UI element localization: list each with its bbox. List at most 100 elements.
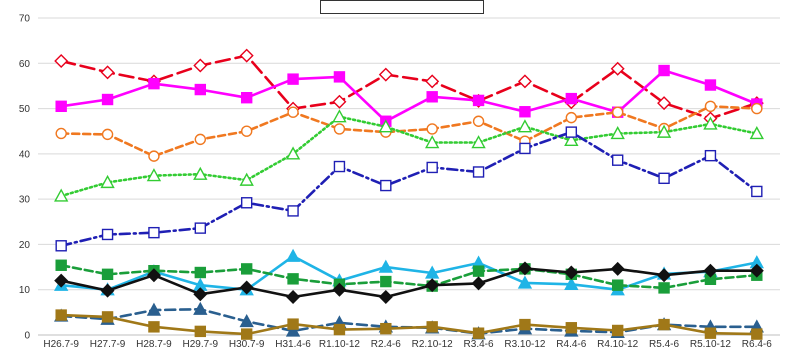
data-point <box>56 101 66 111</box>
data-point <box>242 93 252 103</box>
x-tick-label: H31.4-6 <box>275 339 311 350</box>
data-point <box>659 66 669 76</box>
x-tick-label: R5.10-12 <box>690 339 732 350</box>
x-tick-label: H26.7-9 <box>43 339 79 350</box>
x-tick-label: R3.4-6 <box>464 339 494 350</box>
data-point <box>613 155 623 165</box>
data-point <box>103 95 113 105</box>
x-tick-label: R4.10-12 <box>597 339 639 350</box>
data-point <box>195 223 205 233</box>
data-point <box>659 173 669 183</box>
data-point <box>566 127 576 137</box>
series-line <box>61 117 757 196</box>
data-point <box>102 66 114 78</box>
data-point <box>287 291 299 303</box>
data-point <box>519 75 531 87</box>
y-tick-label: 60 <box>19 59 31 70</box>
data-point <box>56 241 66 251</box>
data-point <box>613 325 623 335</box>
y-tick-label: 20 <box>19 240 31 251</box>
data-point <box>705 101 715 111</box>
data-point <box>380 69 392 81</box>
data-point <box>752 329 762 339</box>
data-point <box>333 96 345 108</box>
data-point <box>241 50 253 62</box>
x-tick-label: R6.4-6 <box>742 339 772 350</box>
data-point <box>334 72 344 82</box>
data-point <box>659 320 669 330</box>
data-point <box>149 228 159 238</box>
y-tick-label: 10 <box>19 285 31 296</box>
data-point <box>103 129 113 139</box>
data-point <box>287 250 299 261</box>
data-point <box>427 124 437 134</box>
data-point <box>474 95 484 105</box>
data-point <box>752 186 762 196</box>
data-point <box>427 92 437 102</box>
data-point <box>194 60 206 72</box>
x-tick-label: R4.4-6 <box>556 339 586 350</box>
data-point <box>474 266 484 276</box>
data-point <box>705 328 715 338</box>
x-tick-label: H28.7-9 <box>136 339 172 350</box>
data-point <box>103 312 113 322</box>
data-point <box>705 151 715 161</box>
data-point <box>149 79 159 89</box>
y-tick-label: 40 <box>19 149 31 160</box>
data-point <box>242 329 252 339</box>
data-point <box>613 280 623 290</box>
data-point <box>242 264 252 274</box>
y-tick-label: 50 <box>19 104 31 115</box>
series-5 <box>56 127 762 251</box>
data-point <box>288 274 298 284</box>
series-layer <box>55 50 763 340</box>
x-tick-label: R1.10-12 <box>319 339 361 350</box>
series-line <box>61 106 757 156</box>
series-1 <box>55 50 763 125</box>
data-point <box>56 128 66 138</box>
data-point <box>566 113 576 123</box>
data-point <box>149 322 159 332</box>
x-tick-label: H27.7-9 <box>90 339 126 350</box>
data-point <box>426 75 438 87</box>
data-point <box>473 277 485 289</box>
data-point <box>659 283 669 293</box>
y-axis-tick-labels: 0 10 20 30 40 50 60 70 <box>19 14 31 342</box>
data-point <box>288 206 298 216</box>
y-tick-label: 0 <box>24 331 30 342</box>
y-tick-label: 30 <box>19 195 31 206</box>
data-point <box>519 121 531 132</box>
x-tick-label: R2.4-6 <box>371 339 401 350</box>
data-point <box>520 143 530 153</box>
data-point <box>334 325 344 335</box>
data-point <box>195 85 205 95</box>
data-point <box>288 74 298 84</box>
data-point <box>381 181 391 191</box>
data-point <box>103 269 113 279</box>
data-point <box>520 320 530 330</box>
data-point <box>242 126 252 136</box>
data-point <box>195 268 205 278</box>
data-point <box>474 328 484 338</box>
data-point <box>381 324 391 334</box>
data-point <box>195 134 205 144</box>
data-point <box>334 162 344 172</box>
data-point <box>55 55 67 67</box>
data-point <box>474 116 484 126</box>
x-axis-tick-labels: H26.7-9 H27.7-9 H28.7-9 H29.7-9 H30.7-9 H31.4… <box>43 339 772 350</box>
data-point <box>381 277 391 287</box>
data-point <box>427 162 437 172</box>
data-point <box>427 322 437 332</box>
data-point <box>613 107 623 117</box>
data-point <box>612 263 624 275</box>
data-point <box>380 291 392 303</box>
data-point <box>56 310 66 320</box>
x-tick-label: R3.10-12 <box>504 339 546 350</box>
data-point <box>103 229 113 239</box>
series-9 <box>55 303 763 338</box>
data-point <box>242 198 252 208</box>
data-point <box>474 167 484 177</box>
y-tick-label: 70 <box>19 14 31 25</box>
data-point <box>333 111 345 122</box>
